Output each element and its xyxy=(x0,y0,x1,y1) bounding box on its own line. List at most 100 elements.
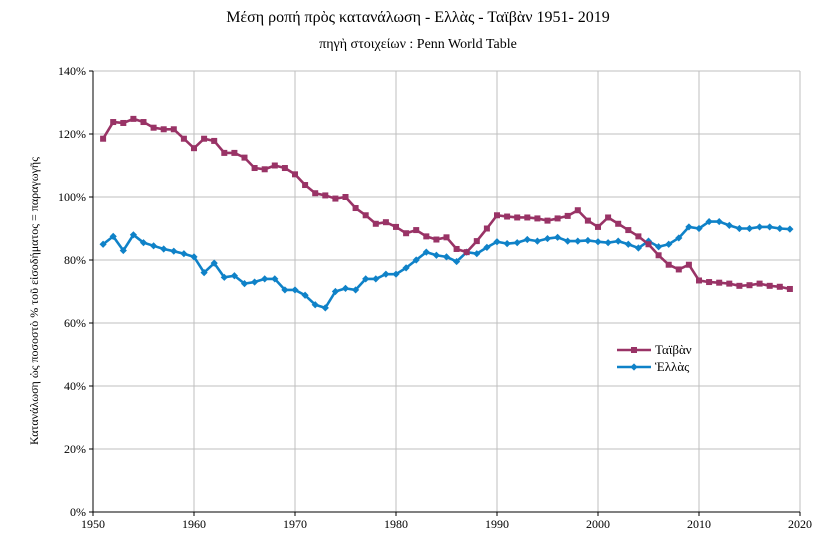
x-tick-label: 1980 xyxy=(384,517,408,531)
data-point-greece xyxy=(139,239,148,247)
data-point-greece xyxy=(392,270,400,278)
data-point-taiwan xyxy=(100,135,107,142)
data-point-greece xyxy=(665,240,673,248)
y-tick-label: 140% xyxy=(58,64,86,78)
legend: Ταϊβὰν Ἑλλὰς xyxy=(617,342,692,374)
data-point-taiwan xyxy=(393,223,399,230)
data-point-taiwan xyxy=(494,212,500,219)
data-point-taiwan xyxy=(312,190,319,197)
data-point-greece xyxy=(483,243,491,251)
data-point-taiwan xyxy=(413,227,420,234)
data-point-greece xyxy=(695,224,703,233)
data-point-taiwan xyxy=(736,282,743,289)
data-point-taiwan xyxy=(191,145,197,152)
data-point-taiwan xyxy=(352,205,359,212)
data-point-taiwan xyxy=(554,215,561,222)
data-point-greece xyxy=(533,237,541,245)
data-point-greece xyxy=(685,223,693,231)
data-point-greece xyxy=(776,224,784,233)
data-point-taiwan xyxy=(322,192,329,199)
data-point-taiwan xyxy=(362,212,369,219)
data-point-greece xyxy=(614,237,622,245)
data-point-greece xyxy=(362,275,370,283)
data-point-greece xyxy=(554,233,562,241)
y-tick-label: 40% xyxy=(64,379,86,393)
data-point-taiwan xyxy=(201,135,208,142)
data-point-greece xyxy=(372,275,380,283)
y-tick-label: 120% xyxy=(58,127,86,141)
data-point-greece xyxy=(745,224,754,233)
data-point-greece xyxy=(574,237,582,245)
data-point-greece xyxy=(634,244,642,252)
data-point-greece xyxy=(705,217,713,226)
legend-marker-taiwan xyxy=(631,347,637,353)
data-point-taiwan xyxy=(110,119,117,126)
data-point-greece xyxy=(210,259,218,267)
data-point-taiwan xyxy=(241,154,248,161)
data-point-greece xyxy=(412,256,420,264)
data-point-greece xyxy=(513,239,521,247)
y-axis-ticks: 0% 20% 40% 60% 80% 100% 120% 140% xyxy=(58,64,86,519)
data-point-taiwan xyxy=(292,171,298,178)
data-point-greece xyxy=(756,223,764,231)
data-point-greece xyxy=(725,221,733,229)
grid xyxy=(92,70,801,513)
data-point-greece xyxy=(453,257,461,266)
data-point-greece xyxy=(715,217,723,226)
data-point-taiwan xyxy=(372,220,379,227)
data-point-taiwan xyxy=(655,252,662,259)
data-point-greece xyxy=(473,250,481,258)
data-point-taiwan xyxy=(463,249,470,256)
data-point-greece xyxy=(291,286,299,294)
data-point-taiwan xyxy=(302,182,309,189)
data-point-taiwan xyxy=(342,194,349,200)
legend-label-greece: Ἑλλὰς xyxy=(655,359,690,374)
data-point-taiwan xyxy=(595,223,601,230)
data-point-taiwan xyxy=(382,219,389,226)
legend-label-taiwan: Ταϊβὰν xyxy=(655,342,692,357)
data-point-taiwan xyxy=(675,266,682,273)
data-point-taiwan xyxy=(180,135,187,142)
data-point-greece xyxy=(311,301,319,309)
data-point-taiwan xyxy=(696,277,702,284)
data-point-taiwan xyxy=(140,119,147,126)
data-point-taiwan xyxy=(332,195,339,202)
data-point-greece xyxy=(190,253,198,261)
data-point-taiwan xyxy=(766,282,773,289)
data-point-taiwan xyxy=(645,241,652,248)
data-point-greece xyxy=(543,234,552,243)
y-tick-label: 80% xyxy=(64,253,86,267)
data-point-greece xyxy=(321,304,329,312)
legend-marker-greece xyxy=(630,363,638,371)
data-point-taiwan xyxy=(130,115,137,122)
data-point-taiwan xyxy=(221,149,228,156)
data-point-taiwan xyxy=(261,166,268,173)
data-point-greece xyxy=(382,270,390,278)
legend-item-greece: Ἑλλὰς xyxy=(617,359,690,374)
data-point-taiwan xyxy=(423,233,430,240)
data-point-taiwan xyxy=(170,126,177,133)
data-point-greece xyxy=(432,251,440,259)
data-point-greece xyxy=(675,234,683,242)
y-axis-label: Κατανάλωση ὡς ποσοστὸ % τοῦ εἰσοδήματος … xyxy=(27,157,41,445)
data-point-taiwan xyxy=(271,162,278,169)
data-point-greece xyxy=(261,275,269,283)
data-point-taiwan xyxy=(281,165,288,172)
data-point-taiwan xyxy=(534,215,541,222)
data-point-greece xyxy=(271,275,279,283)
data-point-greece xyxy=(251,278,259,286)
data-point-greece xyxy=(331,287,339,296)
data-point-taiwan xyxy=(453,245,460,252)
y-tick-label: 100% xyxy=(58,190,86,204)
data-point-greece xyxy=(352,286,360,294)
y-tick-label: 60% xyxy=(64,316,86,330)
data-point-greece xyxy=(150,242,158,250)
data-point-taiwan xyxy=(635,233,642,240)
data-point-taiwan xyxy=(716,279,723,286)
data-point-greece xyxy=(109,232,117,240)
data-point-greece xyxy=(230,272,238,280)
data-point-greece xyxy=(523,235,531,244)
data-point-greece xyxy=(180,250,188,258)
data-point-taiwan xyxy=(574,207,581,214)
